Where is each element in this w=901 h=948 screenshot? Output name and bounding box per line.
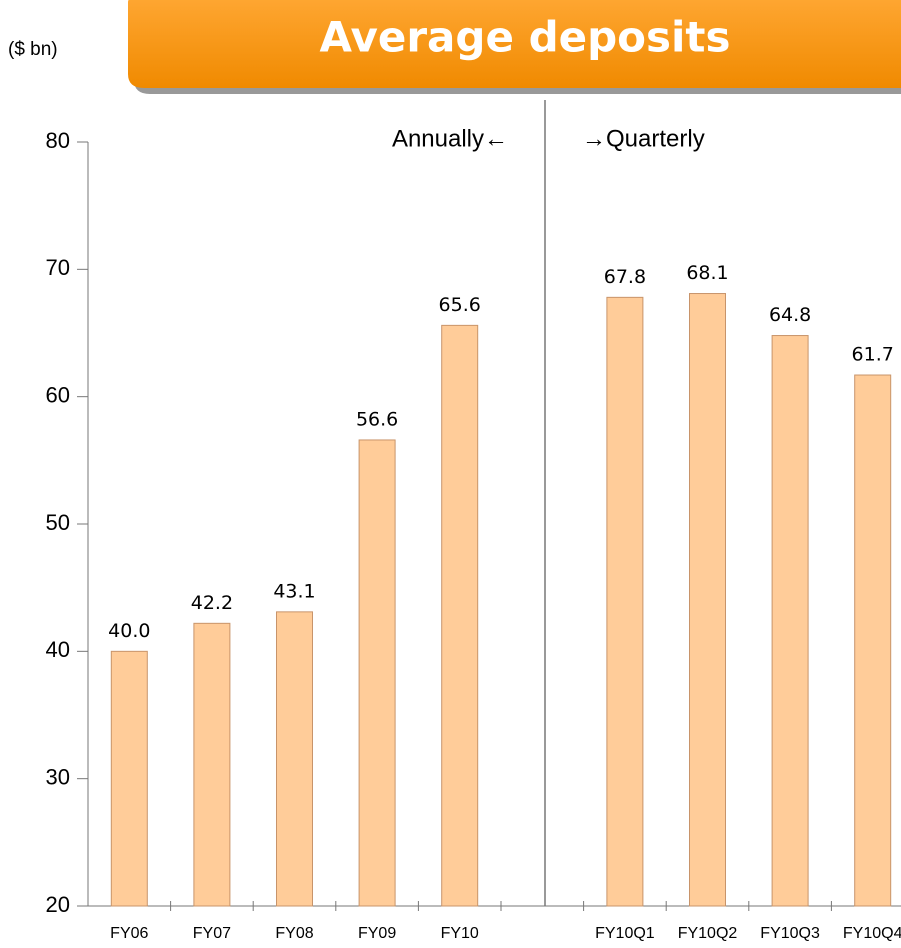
bar (110, 650, 148, 907)
x-tick-label: FY10Q3 (760, 925, 820, 942)
x-tick-label: FY06 (110, 925, 148, 942)
bar (358, 439, 396, 907)
x-tick-label: FY07 (193, 925, 231, 942)
y-tick-label: 60 (46, 382, 70, 407)
x-tick-label: FY10 (441, 925, 479, 942)
y-tick-label: 70 (46, 255, 70, 280)
y-tick-label: 50 (46, 510, 70, 535)
data-label: 65.6 (439, 294, 481, 316)
data-label: 40.0 (108, 620, 150, 642)
x-tick-label: FY10Q1 (595, 925, 655, 942)
y-tick-label: 40 (46, 637, 70, 662)
bar (689, 293, 726, 907)
bar (193, 622, 231, 907)
bar (276, 611, 313, 907)
y-tick-label: 30 (46, 764, 70, 789)
x-tick-label: FY10Q2 (678, 925, 738, 942)
chart-title: Average deposits (319, 13, 730, 62)
y-tick-label: 20 (46, 892, 70, 917)
data-label: 42.2 (191, 592, 233, 614)
data-label: 64.8 (769, 304, 811, 326)
data-label: 61.7 (852, 344, 894, 366)
unit-label: ($ bn) (8, 39, 58, 60)
x-tick-label: FY08 (275, 925, 313, 942)
x-tick-label: FY10Q4 (843, 925, 901, 942)
data-label: 68.1 (686, 262, 728, 284)
y-tick-label: 80 (46, 128, 70, 153)
bar (854, 374, 892, 907)
x-tick-label: FY09 (358, 925, 396, 942)
title-box (128, 0, 901, 88)
data-label: 43.1 (273, 580, 315, 602)
data-label: 67.8 (604, 266, 646, 288)
data-label: 56.6 (356, 408, 398, 430)
annotation: →Quarterly (582, 125, 705, 152)
annotation: Annually← (392, 125, 508, 152)
bar (771, 335, 809, 907)
bar (606, 296, 644, 907)
bar (441, 324, 479, 907)
